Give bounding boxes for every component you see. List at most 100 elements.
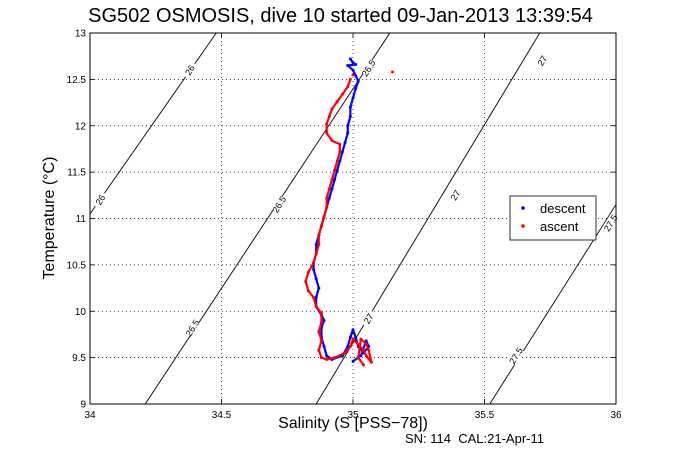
ascent-trail-point: [320, 319, 323, 323]
contour-label-bg: [602, 213, 620, 233]
y-tick-label: 12.5: [67, 75, 87, 86]
descent-trail-point: [353, 334, 357, 337]
contour-label: 26: [183, 63, 197, 77]
ascent-trail-point: [304, 278, 308, 282]
y-tick-label: 12: [75, 121, 87, 132]
descent-trail-point: [325, 353, 328, 356]
ascent-trail-point: [367, 350, 371, 353]
descent-trail-point: [312, 266, 315, 270]
ascent-trail-point: [314, 303, 317, 307]
descent-trail-point: [341, 148, 345, 152]
ascent-trail-point: [331, 106, 335, 110]
contour-label-bg: [507, 346, 525, 366]
ascent-trail-point: [365, 344, 369, 347]
ascent-trail-point: [328, 186, 331, 189]
y-axis-label: Temperature (°C): [41, 156, 58, 280]
ascent-trail-point: [317, 241, 321, 245]
ascent-trail-point: [329, 138, 333, 141]
ascent-trail-point: [319, 354, 323, 358]
ascent-trail-point: [328, 113, 332, 117]
descent-trail-point: [346, 123, 350, 126]
ascent-point: [351, 73, 355, 77]
ascent-trail-point: [307, 269, 311, 273]
ascent-trail-point: [325, 195, 329, 198]
ascent-trail-point: [312, 260, 316, 263]
ascent-point: [390, 70, 394, 74]
descent-trail-point: [333, 176, 337, 180]
axes-frame: [89, 32, 617, 405]
contour-label-bg: [270, 195, 288, 215]
ascent-trail-point: [357, 354, 360, 358]
x-tick-label: 35.5: [475, 410, 495, 421]
contour-label-bg: [360, 309, 378, 329]
ascent-trail-point: [333, 167, 337, 170]
y-tick-label: 10.5: [67, 260, 87, 271]
descent-trail-point: [336, 167, 339, 170]
descent-trail-point: [349, 113, 352, 117]
descent-trail-point: [315, 294, 318, 297]
y-tick-label: 13: [75, 29, 87, 40]
calibration-footer: SN: 114 CAL:21-Apr-11: [405, 431, 544, 446]
density-contour: [144, 33, 391, 404]
descent-trail-point: [350, 60, 354, 63]
ascent-trail-point: [364, 353, 367, 356]
x-tick-label: 35: [347, 410, 359, 421]
ascent-trail-point: [318, 328, 321, 332]
ascent-trail-point: [356, 342, 359, 345]
descent-trail-point: [317, 285, 320, 288]
descent-trail-point: [339, 158, 342, 161]
ascent-trail-point: [337, 142, 340, 145]
ascent-trail-point: [318, 232, 321, 235]
legend-box: [509, 195, 597, 241]
ascent-trail-point: [306, 288, 310, 291]
x-tick-label: 34.5: [212, 410, 232, 421]
ascent-trail-point: [315, 250, 318, 254]
descent-trail-point: [314, 276, 317, 279]
ascent-trail-point: [318, 347, 321, 350]
contour-label-bg: [184, 318, 202, 338]
ascent-trail-point: [342, 91, 345, 95]
y-tick-label: 9: [80, 400, 86, 411]
descent-trail-point: [349, 104, 353, 107]
y-tick-label: 9.5: [72, 353, 86, 364]
descent-trail-point: [344, 139, 347, 143]
chart-title: SG502 OSMOSIS, dive 10 started 09-Jan-20…: [88, 5, 593, 27]
density-contour: [315, 33, 541, 404]
ascent-trail-point: [361, 362, 364, 366]
contour-label-bg: [360, 58, 378, 78]
x-tick-label: 36: [610, 410, 622, 421]
contour-label: 27: [362, 312, 376, 326]
descent-trail-point: [352, 95, 355, 98]
descent-trail-point: [322, 317, 325, 321]
ascent-trail-point: [361, 347, 364, 351]
ascent-trail-point: [348, 346, 351, 349]
descent-trail-point: [315, 241, 318, 245]
ascent-trail-point: [342, 352, 345, 355]
ascent-trail-point: [338, 149, 342, 152]
x-axis-label: Salinity (S [PSS−78]): [278, 415, 428, 432]
descent-trail-point: [322, 343, 325, 347]
descent-trail-point: [360, 353, 363, 356]
descent-trail-point: [331, 186, 334, 189]
contour-label: 26: [94, 193, 108, 207]
ascent-trail-point: [320, 223, 324, 226]
legend-label-ascent: ascent: [540, 219, 579, 234]
ascent-trail-point: [319, 338, 323, 341]
descent-trail-point: [346, 130, 349, 133]
ascent-trail-point: [331, 176, 334, 180]
ascent-trail-point: [325, 130, 328, 133]
contour-label-bg: [92, 190, 109, 210]
x-tick-label: 34: [84, 410, 96, 421]
descent-trail-point: [353, 359, 356, 362]
ascent-trail-point: [323, 213, 326, 217]
contour-label: 27: [535, 54, 549, 68]
ascent-trail-point: [331, 356, 335, 360]
ascent-trail-point: [319, 310, 322, 314]
contour-label-bg: [447, 185, 465, 205]
ascent-trail-point: [336, 99, 340, 102]
contour-label: 27: [449, 188, 463, 202]
descent-trail-point: [356, 78, 359, 82]
ascent-trail-point: [323, 357, 327, 361]
